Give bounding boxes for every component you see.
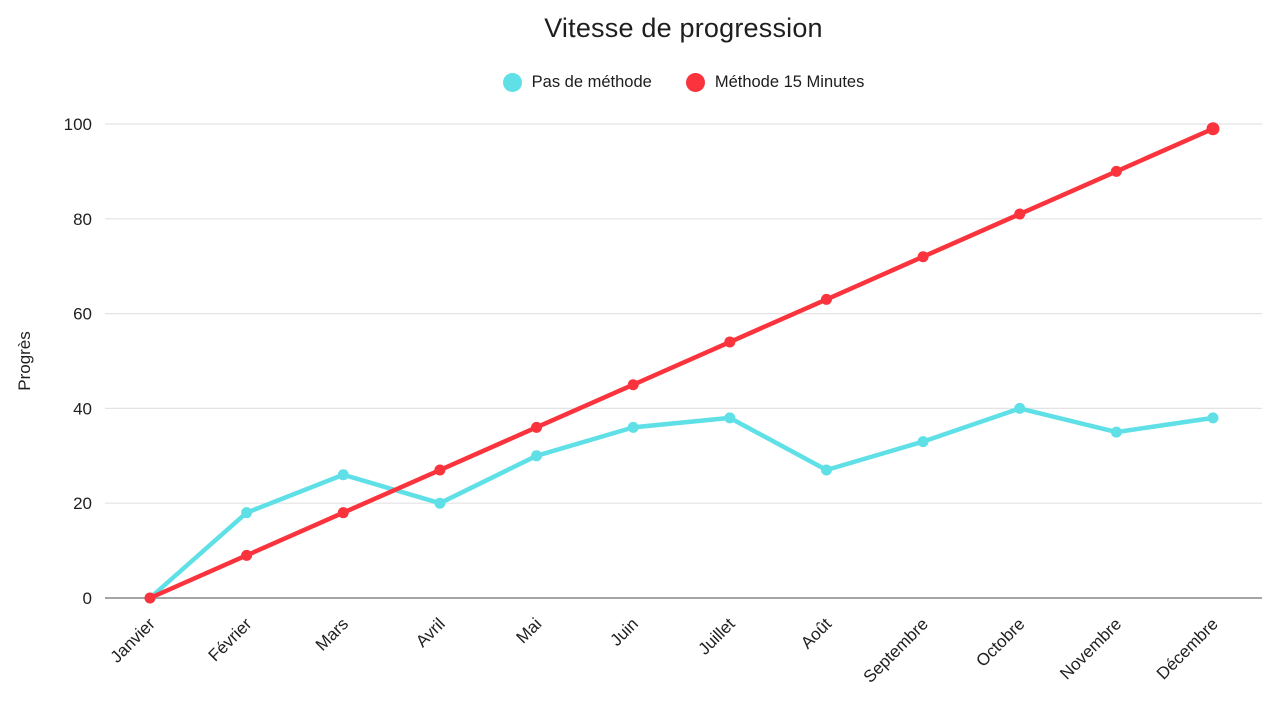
series-point	[531, 421, 543, 433]
x-axis-month-label: Septembre	[860, 614, 932, 686]
series-point	[1110, 165, 1122, 177]
x-axis-month-label: Août	[797, 614, 835, 652]
legend-label: Pas de méthode	[531, 73, 652, 91]
series-point	[241, 549, 253, 561]
series-point	[241, 507, 253, 519]
series-point	[627, 421, 639, 433]
x-axis-month-label: Novembre	[1056, 614, 1125, 683]
x-axis-month-label: Juillet	[694, 614, 738, 658]
legend-item-pas-de-methode: Pas de méthode	[502, 73, 652, 92]
legend-item-methode-15-minutes: Méthode 15 Minutes	[685, 73, 865, 92]
series-point	[531, 450, 543, 462]
series-point	[917, 251, 929, 263]
y-axis-tick-label: 100	[64, 115, 92, 134]
series-point	[724, 412, 736, 424]
series-point	[1110, 426, 1122, 438]
x-axis-month-label: Janvier	[107, 614, 159, 666]
series-point	[337, 469, 349, 481]
y-axis-tick-label: 60	[73, 305, 92, 324]
x-axis-month-label: Mai	[513, 614, 546, 647]
series-point	[1207, 412, 1219, 424]
x-axis-month-label: Avril	[412, 614, 449, 651]
y-axis-title: Progrès	[15, 331, 34, 391]
legend-label: Méthode 15 Minutes	[714, 73, 865, 91]
series-point	[917, 436, 929, 448]
y-axis-tick-label: 80	[73, 210, 92, 229]
chart-title: Vitesse de progression	[544, 13, 823, 43]
series-point	[144, 592, 156, 604]
y-axis-tick-label: 0	[83, 589, 92, 608]
series-line-1	[147, 126, 1216, 601]
y-axis-tick-label: 20	[73, 494, 92, 513]
x-axis-month-label: Juin	[607, 614, 642, 649]
x-axis-month-label: Mars	[312, 614, 352, 654]
legend-dot-icon	[502, 73, 522, 92]
series-point	[1014, 402, 1026, 414]
y-axis-tick-label: 40	[73, 399, 92, 418]
series-point	[434, 464, 446, 476]
series-point	[627, 379, 639, 391]
legend-dot-icon	[685, 73, 705, 92]
x-axis-month-label: Octobre	[972, 614, 1028, 670]
series-point	[820, 464, 832, 476]
chart-legend: Pas de méthode Méthode 15 Minutes	[105, 73, 1262, 92]
series-point	[434, 497, 446, 509]
series-point	[1206, 122, 1220, 136]
x-axis-month-label: Décembre	[1153, 614, 1222, 683]
series-line-0	[147, 406, 1216, 601]
series-point	[820, 293, 832, 305]
series-point	[337, 507, 349, 519]
series-point	[1014, 208, 1026, 220]
series-point	[724, 336, 736, 348]
x-axis-month-label: Février	[205, 614, 256, 665]
